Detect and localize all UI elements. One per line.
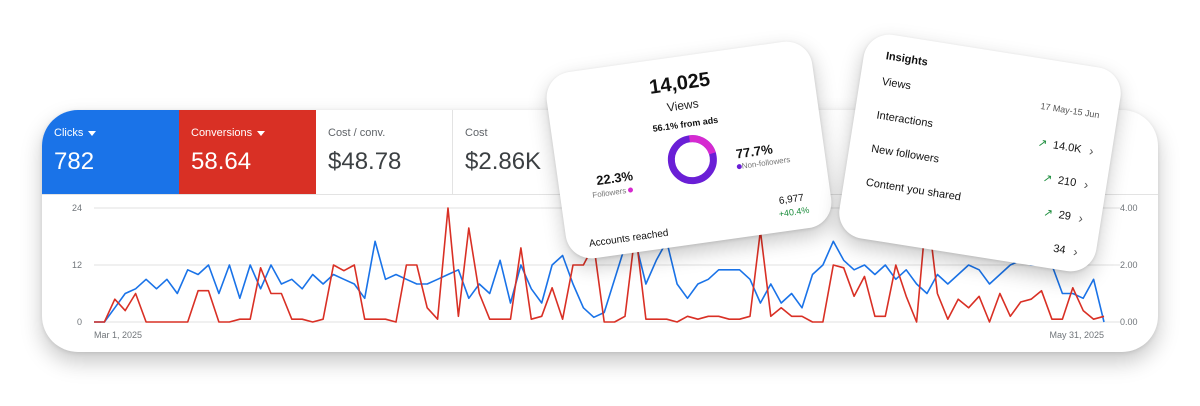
chart-tick-labels: 24 4.00 12 2.00 0 0.00 Mar 1, 2025 May 31, 2025 [72, 203, 1138, 340]
metric-cost-per-conv-tile[interactable]: Cost / conv. $48.78 [316, 110, 453, 194]
metric-label: Conversions [191, 127, 253, 139]
metric-value: 782 [54, 148, 95, 175]
chart-series [94, 204, 1105, 323]
date-range: 17 May-15 Jun [1039, 100, 1101, 121]
followers-donut-chart [667, 135, 717, 185]
accounts-reached-value: 6,977 [778, 192, 805, 207]
up-arrow-icon: ↗ [1037, 137, 1049, 151]
right-tick-label: 2.00 [1120, 260, 1138, 270]
metric-value: 58.64 [191, 148, 252, 175]
up-arrow-icon: ↗ [1042, 206, 1054, 221]
insights-card: Insights Views 17 May-15 Jun Interaction… [835, 30, 1125, 276]
caret-down-icon[interactable] [88, 130, 97, 136]
left-tick-label: 0 [77, 317, 82, 327]
row-value: 210 [1057, 174, 1078, 189]
row-label: Content you shared [865, 176, 962, 204]
metric-label: Cost [465, 127, 488, 139]
row-label: Interactions [875, 109, 934, 131]
row-value: 14.0K [1052, 138, 1083, 156]
metric-tiles: Clicks 782 Conversions 58.64 Cost / conv… [42, 110, 1158, 195]
right-tick-label: 4.00 [1120, 203, 1138, 213]
left-tick-label: 12 [72, 260, 82, 270]
x-start-label: Mar 1, 2025 [94, 330, 142, 340]
row-label: New followers [870, 143, 940, 166]
right-tick-label: 0.00 [1120, 317, 1138, 327]
donut-followers-arc [667, 135, 717, 185]
row-value: 29 [1057, 208, 1072, 223]
metric-value: $48.78 [328, 148, 402, 175]
chevron-right-icon: › [1077, 210, 1085, 226]
metric-label: Cost / conv. [328, 127, 386, 139]
left-tick-label: 24 [72, 203, 82, 213]
metric-conversions-tile[interactable]: Conversions 58.64 [179, 110, 316, 194]
chevron-right-icon: › [1082, 176, 1090, 193]
x-end-label: May 31, 2025 [1049, 330, 1104, 340]
accounts-reached-change: +40.4% [778, 204, 810, 220]
followers-dot-icon [628, 187, 634, 194]
metric-value: $2.86K [465, 148, 542, 175]
chevron-right-icon: › [1072, 243, 1079, 260]
followers-label: Followers [591, 186, 627, 200]
row-value: 34 [1052, 242, 1067, 257]
metric-label: Clicks [54, 127, 84, 139]
views-overview-card: 14,025 Views 56.1% from ads 22.3% Follow… [543, 38, 835, 262]
accounts-reached-label: Accounts reached [588, 227, 670, 250]
chevron-right-icon: › [1088, 143, 1095, 159]
conversions-series-line [94, 204, 1105, 323]
up-arrow-icon: ↗ [1041, 172, 1053, 186]
metric-clicks-tile[interactable]: Clicks 782 [42, 110, 179, 194]
caret-down-icon[interactable] [257, 130, 266, 136]
insights-title: Insights [885, 50, 929, 69]
row-label: Views [880, 75, 912, 93]
